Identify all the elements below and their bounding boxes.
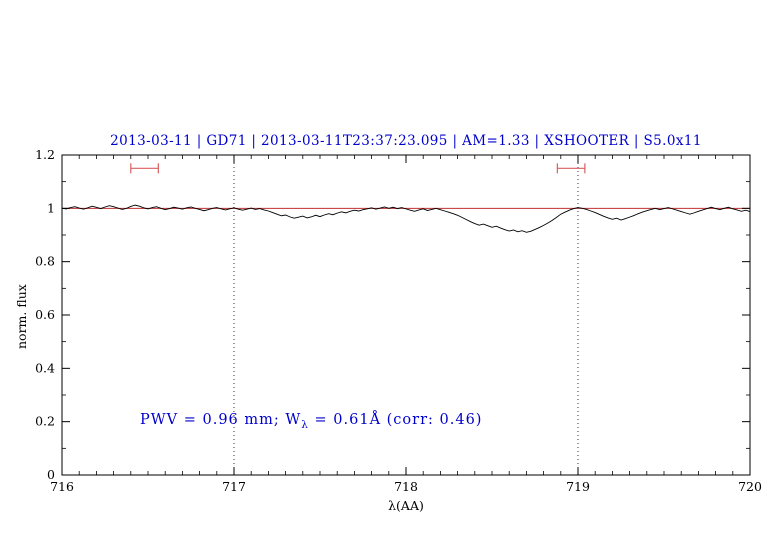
x-tick-label: 720	[738, 479, 762, 494]
y-tick-label: 0.2	[35, 414, 55, 429]
y-tick-label: 0.4	[35, 360, 55, 375]
pwv-annotation-suffix: = 0.61Å (corr: 0.46)	[308, 412, 483, 428]
spectrum-line	[61, 204, 751, 233]
plot-title: 2013-03-11 | GD71 | 2013-03-11T23:37:23.…	[110, 133, 702, 149]
y-tick-label: 0	[47, 467, 55, 482]
pwv-annotation-prefix: PWV = 0.96 mm; W	[140, 412, 302, 428]
y-axis-label: norm. flux	[14, 284, 29, 349]
y-tick-label: 0.8	[35, 254, 55, 269]
x-tick-label: 717	[222, 479, 246, 494]
x-tick-label: 718	[394, 479, 418, 494]
y-tick-label: 0.6	[35, 307, 55, 322]
x-tick-label: 716	[50, 479, 74, 494]
y-tick-label: 1.2	[35, 147, 55, 162]
x-axis-label: λ(AA)	[388, 498, 424, 513]
x-tick-label: 719	[566, 479, 590, 494]
pwv-annotation-lambda-subscript: λ	[301, 418, 309, 431]
pwv-annotation: PWV = 0.96 mm; Wλ = 0.61Å (corr: 0.46)	[140, 412, 482, 431]
y-tick-label: 1	[47, 200, 55, 215]
